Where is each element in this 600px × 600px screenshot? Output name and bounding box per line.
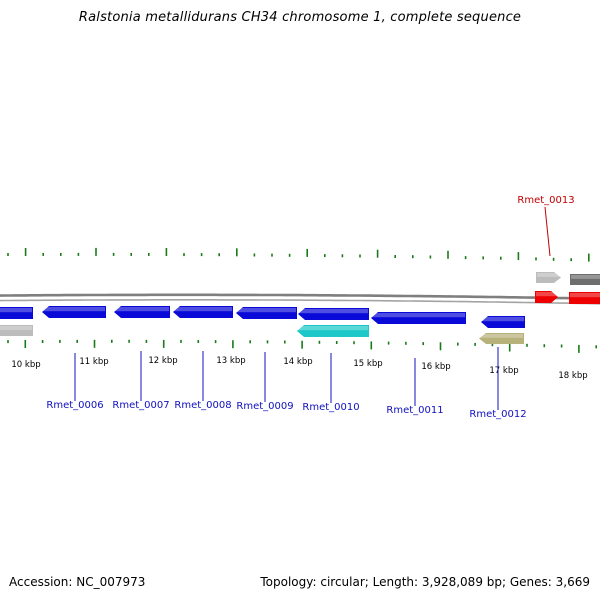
scale-label: 16 kbp bbox=[421, 362, 450, 372]
scale-label: 14 kbp bbox=[283, 357, 312, 367]
gene-arrow bbox=[479, 333, 524, 344]
gene-arrow bbox=[173, 306, 233, 318]
gene-arrow bbox=[0, 325, 33, 336]
gene-arrow-shine bbox=[43, 307, 105, 312]
scale-label: 18 kbp bbox=[558, 371, 587, 381]
map-title: Ralstonia metallidurans CH34 chromosome … bbox=[78, 10, 522, 25]
scale-label: 13 kbp bbox=[216, 356, 245, 366]
gene-arrow bbox=[371, 312, 466, 324]
scale-label: 17 kbp bbox=[489, 366, 518, 376]
topology-summary: Topology: circular; Length: 3,928,089 bp… bbox=[260, 575, 590, 589]
gene-arrow-shine bbox=[571, 275, 600, 279]
accession-text: Accession: NC_007973 bbox=[9, 575, 146, 589]
gene-arrow bbox=[570, 274, 600, 285]
gene-label: Rmet_0013 bbox=[517, 195, 574, 206]
gene-arrow bbox=[0, 307, 33, 319]
gene-arrow bbox=[481, 316, 525, 328]
chromosome-backbone bbox=[0, 293, 600, 305]
gene-labels: Rmet_0006 Rmet_0007 Rmet_0008 Rmet_0009 Rmet… bbox=[46, 195, 574, 420]
gene-arrow-shine bbox=[482, 317, 524, 322]
gene-arrow-shine bbox=[480, 334, 523, 338]
gene-arrow-shine bbox=[115, 307, 169, 312]
scale-label: 15 kbp bbox=[353, 359, 382, 369]
gene-arrow-shine bbox=[0, 326, 32, 330]
gene-arrow-shine bbox=[536, 292, 557, 297]
gene-arrow-shine bbox=[237, 308, 296, 313]
scale-labels: 10 kbp 11 kbp 12 kbp 13 kbp 14 kbp 15 kbp 16 k… bbox=[11, 356, 587, 381]
scale-label: 11 kbp bbox=[79, 357, 108, 367]
gene-arrow-shine bbox=[299, 309, 368, 314]
backbone-outer-arc bbox=[0, 293, 600, 301]
tick-marks bbox=[7, 247, 598, 353]
gene-arrow bbox=[236, 307, 297, 319]
gene-arrow-shine bbox=[174, 307, 232, 312]
gene-arrow bbox=[114, 306, 170, 318]
gene-arrow-shine bbox=[372, 313, 465, 318]
gene-arrow bbox=[298, 308, 369, 320]
gene-label: Rmet_0011 bbox=[386, 405, 443, 416]
gene-arrow bbox=[42, 306, 106, 318]
backbone-inner-arc bbox=[0, 299, 600, 305]
label-leader-line bbox=[544, 206, 551, 257]
gene-arrow-shine bbox=[570, 293, 600, 298]
scale-label: 12 kbp bbox=[148, 356, 177, 366]
gene-arrow bbox=[297, 325, 369, 337]
gene-arrow-shine bbox=[0, 308, 32, 313]
gene-arrow bbox=[536, 272, 561, 283]
gene-label: Rmet_0008 bbox=[174, 400, 231, 411]
gene-arrow bbox=[569, 292, 600, 304]
gene-label: Rmet_0006 bbox=[46, 400, 103, 411]
scale-label: 10 kbp bbox=[11, 360, 40, 370]
gene-label: Rmet_0007 bbox=[112, 400, 169, 411]
gene-label: Rmet_0012 bbox=[469, 409, 526, 420]
gene-label: Rmet_0010 bbox=[302, 402, 359, 413]
gene-arrow-shine bbox=[537, 273, 560, 277]
gene-arrow bbox=[535, 291, 558, 303]
gene-label: Rmet_0009 bbox=[236, 401, 293, 412]
gene-features bbox=[0, 272, 600, 344]
gene-arrow-shine bbox=[298, 326, 368, 331]
